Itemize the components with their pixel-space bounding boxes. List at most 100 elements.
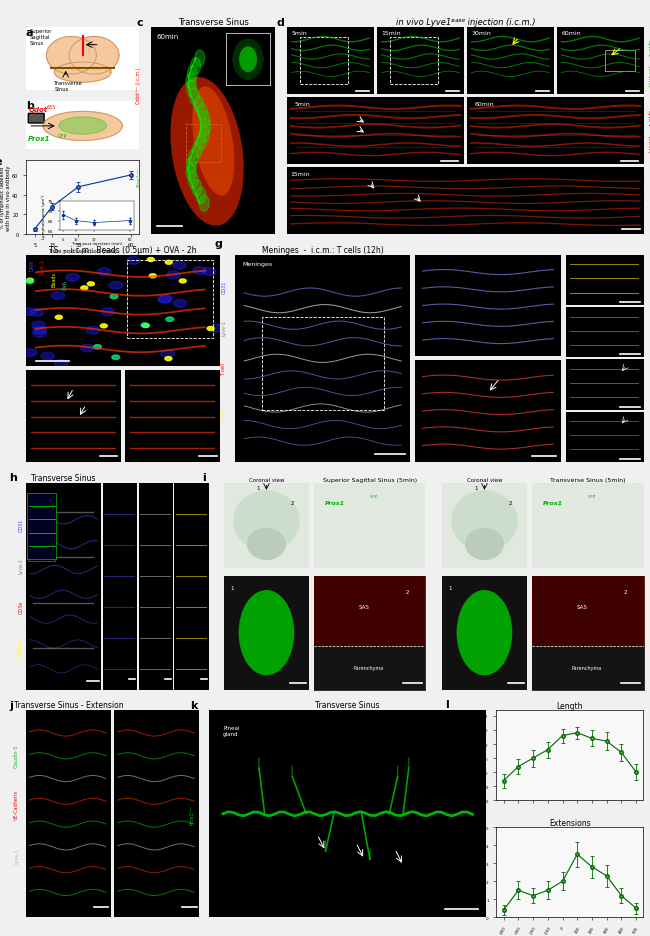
Circle shape <box>198 104 207 121</box>
Text: Prox1ᴳᴺᴺ: Prox1ᴳᴺᴺ <box>190 804 195 824</box>
Title: TS  -  i.c.m.: Beads (0.5μm) + OVA - 2h: TS - i.c.m.: Beads (0.5μm) + OVA - 2h <box>49 246 197 255</box>
Circle shape <box>165 261 172 265</box>
Circle shape <box>196 135 206 152</box>
Text: Qdot: Qdot <box>28 107 47 113</box>
Circle shape <box>98 269 111 276</box>
Y-axis label: % of lymphatic labelled
with the in vivo antibody: % of lymphatic labelled with the in vivo… <box>0 166 10 230</box>
Circle shape <box>21 308 35 316</box>
Circle shape <box>30 309 44 317</box>
Text: Parenchyma: Parenchyma <box>353 665 384 670</box>
Text: T cellᴰᴺᴴ: T cellᴰᴺᴴ <box>222 401 226 420</box>
Circle shape <box>127 257 140 265</box>
Text: d: d <box>276 18 285 28</box>
Ellipse shape <box>192 87 235 197</box>
Text: Prox1: Prox1 <box>28 137 51 142</box>
Text: VE-Cadherin: VE-Cadherin <box>14 788 19 819</box>
Text: Qdot⁶⁵⁵ (i.c.m.): Qdot⁶⁵⁵ (i.c.m.) <box>136 67 141 104</box>
Polygon shape <box>452 491 517 551</box>
Circle shape <box>150 274 156 278</box>
Circle shape <box>193 96 203 113</box>
X-axis label: Time post injection (min): Time post injection (min) <box>48 249 117 254</box>
Circle shape <box>186 165 196 182</box>
Text: Transverse
Sinus: Transverse Sinus <box>55 81 83 92</box>
Circle shape <box>158 296 172 303</box>
Circle shape <box>211 325 224 332</box>
Y-axis label: # of lymphatic sprout: # of lymphatic sprout <box>480 845 485 899</box>
Text: Claudin-5: Claudin-5 <box>14 744 19 768</box>
Circle shape <box>101 309 114 316</box>
Title: Superior Sagittal Sinus (5min): Superior Sagittal Sinus (5min) <box>323 477 417 483</box>
Polygon shape <box>55 63 111 83</box>
Text: GFP: GFP <box>58 134 67 139</box>
Circle shape <box>200 111 210 128</box>
Title: Transverse Sinus: Transverse Sinus <box>178 19 249 27</box>
Circle shape <box>192 142 202 159</box>
Text: CD31: CD31 <box>18 518 23 531</box>
Circle shape <box>166 317 174 322</box>
Text: a: a <box>26 28 34 38</box>
Circle shape <box>141 324 149 328</box>
Circle shape <box>27 279 34 283</box>
Text: 1: 1 <box>474 486 478 490</box>
Circle shape <box>188 173 198 189</box>
Circle shape <box>87 283 94 286</box>
Text: 2: 2 <box>508 501 512 505</box>
Text: DAPI: DAPI <box>30 259 35 271</box>
Text: Superior
Sagittal
Sinus: Superior Sagittal Sinus <box>29 29 52 46</box>
Circle shape <box>86 327 99 335</box>
Text: e: e <box>0 157 2 168</box>
Circle shape <box>81 286 88 290</box>
Circle shape <box>187 66 198 82</box>
Bar <box>261 317 384 411</box>
Circle shape <box>179 280 187 284</box>
Text: 60min: 60min <box>474 101 494 107</box>
Circle shape <box>33 330 47 338</box>
Text: T cell: T cell <box>222 363 226 375</box>
Title: Transverse Sinus: Transverse Sinus <box>315 701 380 709</box>
Circle shape <box>207 328 214 331</box>
Text: CD31: CD31 <box>222 280 226 293</box>
Text: GFP: GFP <box>588 494 596 498</box>
Text: Prox1ᴳᴺᴺ: Prox1ᴳᴺᴺ <box>136 167 141 187</box>
Ellipse shape <box>456 591 512 676</box>
Title: Length: Length <box>556 701 583 710</box>
Text: Lyve-1: Lyve-1 <box>18 558 23 574</box>
Y-axis label: Lymphatic length (μm): Lymphatic length (μm) <box>472 727 476 783</box>
Circle shape <box>189 89 200 106</box>
Text: 60min: 60min <box>562 32 581 37</box>
Circle shape <box>142 324 150 329</box>
Title: Meninges  -  i.c.m.: T cells (12h): Meninges - i.c.m.: T cells (12h) <box>262 246 383 255</box>
Text: 1: 1 <box>231 585 234 591</box>
Text: SAS: SAS <box>359 604 370 609</box>
Title: Transverse Sinus: Transverse Sinus <box>31 474 96 482</box>
Circle shape <box>161 350 175 358</box>
Text: 5min: 5min <box>294 101 310 107</box>
Circle shape <box>32 327 46 335</box>
Bar <box>28 500 55 562</box>
Circle shape <box>23 349 37 358</box>
Text: Lyve-1: Lyve-1 <box>14 847 19 863</box>
Polygon shape <box>43 112 122 141</box>
Circle shape <box>94 345 101 350</box>
Circle shape <box>109 282 123 290</box>
Circle shape <box>190 58 201 75</box>
Circle shape <box>159 296 172 303</box>
Text: b: b <box>26 101 34 110</box>
Text: Lyve-1: Lyve-1 <box>222 320 226 336</box>
Title: Coronal view: Coronal view <box>249 477 284 483</box>
Circle shape <box>51 292 65 300</box>
Circle shape <box>193 268 207 275</box>
Circle shape <box>32 322 46 329</box>
FancyBboxPatch shape <box>28 114 44 124</box>
Text: Lyve-1: Lyve-1 <box>40 259 45 275</box>
Circle shape <box>196 188 206 204</box>
Circle shape <box>54 360 68 368</box>
Text: GFP: GFP <box>370 494 378 498</box>
Text: T cellsᴰᴺᴴ: T cellsᴰᴺᴴ <box>18 637 23 660</box>
Text: Beads: Beads <box>51 272 57 287</box>
Text: 1: 1 <box>448 585 452 591</box>
Circle shape <box>26 280 34 285</box>
Circle shape <box>186 74 196 90</box>
Text: 15min: 15min <box>291 171 311 177</box>
Text: c: c <box>136 18 143 28</box>
